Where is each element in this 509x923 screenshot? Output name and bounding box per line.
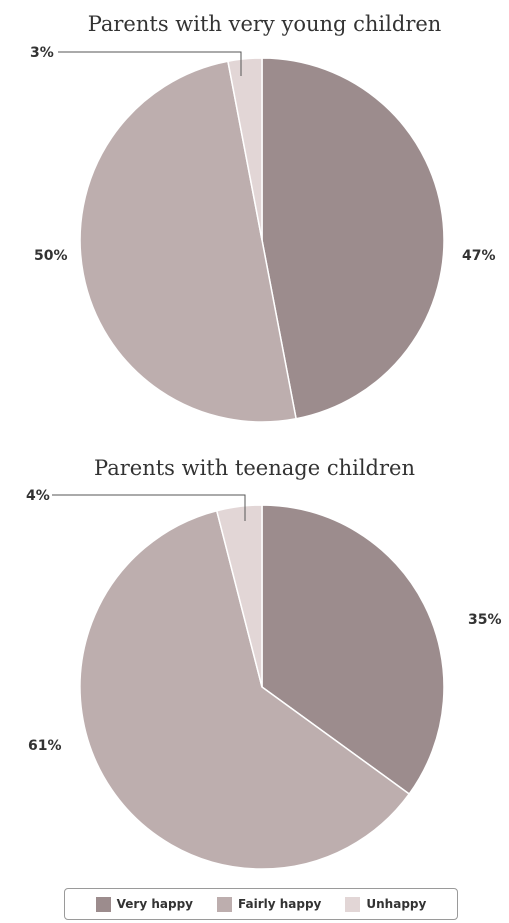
pie-slice-unhappy [215, 504, 263, 688]
legend-item-fairly-happy: Fairly happy [217, 896, 322, 912]
data-label-very-happy: 47% [462, 248, 496, 264]
legend-swatch [95, 896, 111, 912]
legend: Very happy Fairly happy Unhappy [64, 888, 458, 920]
data-label-very-happy: 35% [468, 612, 502, 628]
legend-swatch [345, 896, 361, 912]
legend-item-very-happy: Very happy [95, 896, 193, 912]
chart-title: Parents with teenage children [94, 456, 415, 480]
data-label-unhappy: 4% [26, 488, 50, 504]
leader-line [52, 494, 246, 521]
pie-slice-fairly-happy [79, 60, 297, 423]
pie-slice-very-happy [261, 504, 445, 796]
data-label-unhappy: 3% [30, 45, 54, 61]
data-label-fairly-happy: 61% [28, 738, 62, 754]
chart-title: Parents with very young children [87, 12, 442, 36]
pie-slice-fairly-happy [79, 509, 411, 870]
legend-label: Unhappy [366, 897, 427, 911]
legend-swatch [217, 896, 232, 912]
pie-slice-unhappy [227, 57, 263, 241]
legend-label: Fairly happy [238, 897, 322, 911]
data-label-fairly-happy: 50% [34, 248, 68, 264]
pie-slice-very-happy [261, 57, 445, 420]
legend-item-unhappy: Unhappy [345, 896, 427, 912]
legend-label: Very happy [116, 897, 193, 911]
leader-line [58, 51, 242, 76]
